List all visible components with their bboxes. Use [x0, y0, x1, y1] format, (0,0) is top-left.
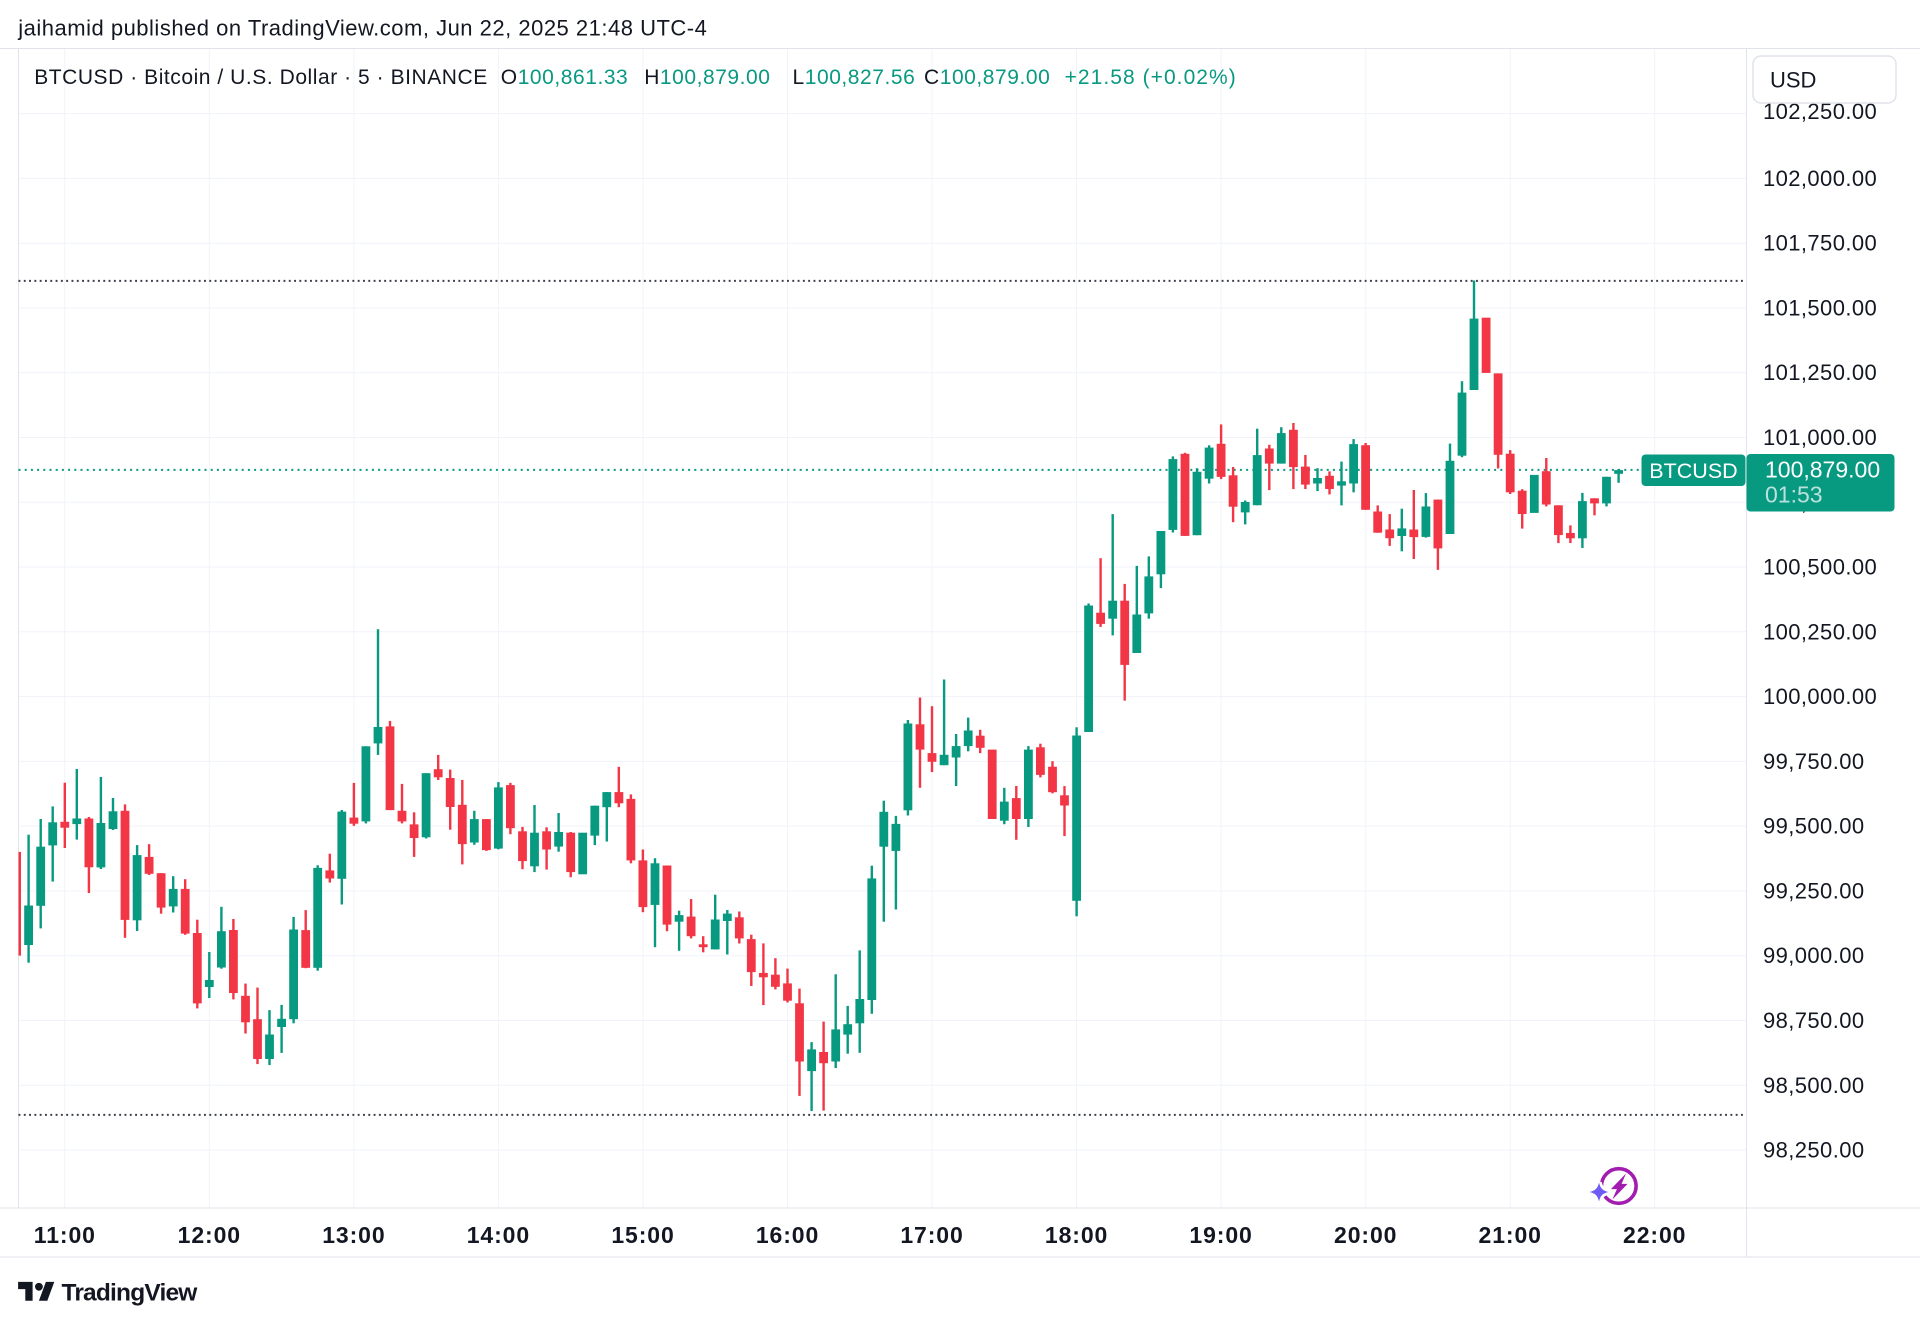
svg-text:100,000.00: 100,000.00: [1763, 684, 1877, 709]
svg-text:jaihamid published on TradingV: jaihamid published on TradingView.com, J…: [17, 16, 707, 41]
svg-text:99,250.00: 99,250.00: [1763, 878, 1864, 903]
svg-text:99,500.00: 99,500.00: [1763, 814, 1864, 839]
svg-text:12:00: 12:00: [178, 1222, 241, 1248]
svg-text:99,000.00: 99,000.00: [1763, 943, 1864, 968]
svg-text:C100,879.00: C100,879.00: [924, 66, 1050, 89]
svg-text:100,500.00: 100,500.00: [1763, 555, 1877, 580]
svg-text:11:00: 11:00: [34, 1222, 96, 1248]
svg-text:16:00: 16:00: [756, 1222, 819, 1248]
svg-text:102,000.00: 102,000.00: [1763, 166, 1877, 191]
svg-text:O100,861.33: O100,861.33: [501, 66, 629, 89]
svg-text:15:00: 15:00: [611, 1222, 674, 1248]
svg-text:98,250.00: 98,250.00: [1763, 1138, 1864, 1163]
svg-text:101,500.00: 101,500.00: [1763, 295, 1877, 320]
svg-text:L100,827.56: L100,827.56: [793, 66, 916, 89]
svg-text:01:53: 01:53: [1765, 482, 1823, 508]
svg-text:20:00: 20:00: [1334, 1222, 1397, 1248]
svg-text:21:00: 21:00: [1479, 1222, 1542, 1248]
svg-text:100,250.00: 100,250.00: [1763, 619, 1877, 644]
svg-text:101,750.00: 101,750.00: [1763, 231, 1877, 256]
svg-text:99,750.00: 99,750.00: [1763, 749, 1864, 774]
svg-text:98,500.00: 98,500.00: [1763, 1073, 1864, 1098]
svg-text:101,000.00: 101,000.00: [1763, 425, 1877, 450]
svg-text:13:00: 13:00: [322, 1222, 385, 1248]
svg-text:+21.58 (+0.02%): +21.58 (+0.02%): [1065, 66, 1237, 89]
svg-text:USD: USD: [1770, 68, 1816, 93]
svg-text:BTCUSD · Bitcoin / U.S. Dollar: BTCUSD · Bitcoin / U.S. Dollar · 5 · BIN…: [34, 66, 488, 89]
svg-text:19:00: 19:00: [1189, 1222, 1252, 1248]
svg-text:98,750.00: 98,750.00: [1763, 1008, 1864, 1033]
svg-text:BTCUSD: BTCUSD: [1649, 459, 1737, 483]
svg-text:14:00: 14:00: [467, 1222, 530, 1248]
svg-text:100,879.00: 100,879.00: [1765, 457, 1880, 483]
svg-text:22:00: 22:00: [1623, 1222, 1686, 1248]
svg-text:TradingView: TradingView: [62, 1280, 199, 1307]
svg-text:18:00: 18:00: [1045, 1222, 1108, 1248]
svg-text:101,250.00: 101,250.00: [1763, 360, 1877, 385]
svg-text:H100,879.00: H100,879.00: [644, 66, 770, 89]
svg-text:17:00: 17:00: [900, 1222, 963, 1248]
